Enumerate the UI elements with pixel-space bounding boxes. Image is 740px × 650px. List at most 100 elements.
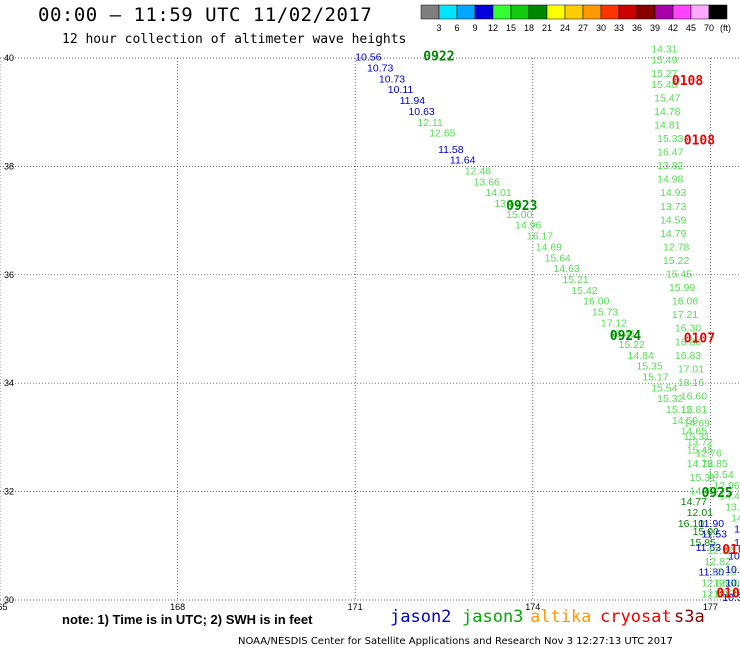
wave-height-point: 14.34 (731, 512, 740, 524)
pass-time-label: 0105 (716, 586, 740, 601)
wave-height-point: 15.31 (684, 431, 710, 443)
wave-height-point: 17.01 (678, 363, 704, 375)
wave-height-point: 11.6 (734, 523, 740, 535)
wave-height-point: 12.50 (713, 588, 739, 600)
pass-time-label: 0924 (610, 329, 641, 344)
wave-height-point: 12.52 (707, 545, 733, 557)
wave-height-point: 14.31 (651, 44, 677, 56)
footer-note: note: 1) Time is in UTC; 2) SWH is in fe… (62, 612, 313, 627)
wave-height-point: 12.39 (702, 588, 728, 600)
legend-s3a: s3a (674, 607, 705, 627)
wave-height-point: 13.72 (687, 437, 713, 449)
legend-cryosat: cryosat (600, 607, 672, 627)
pass-time-label: 0108 (672, 74, 703, 89)
legend-altika: altika (530, 607, 592, 627)
pass-time-label: 0925 (702, 486, 733, 501)
legend-bin-label: 18 (524, 23, 534, 33)
color-legend: 3 6 9 12 15 18 21 24 27 30 33 36 39 42 45 70 (ft) (420, 4, 731, 33)
wave-height-point: 12.60 (713, 577, 739, 589)
wave-height-point: 16.83 (675, 350, 701, 362)
pass-time-labels: 0922 0923 0924 0925 0108 0108 0107 0106 0105 (423, 50, 740, 602)
wave-height-point: 16.00 (583, 296, 609, 308)
wave-height-point: 13.54 (707, 469, 733, 481)
y-tick-label: 38 (4, 161, 14, 171)
wave-height-point: 10.30 (725, 564, 740, 576)
legend-swatch (600, 4, 620, 20)
wave-height-point: 14.93 (660, 187, 686, 199)
wave-height-point: 14.59 (672, 415, 698, 427)
wave-height-point: 15.81 (681, 404, 707, 416)
wave-height-point: 15.00 (693, 526, 719, 538)
wave-height-point: 10.76 (734, 537, 740, 549)
legend-jason2: jason2 (390, 607, 452, 627)
wave-height-point: 15.31 (690, 472, 716, 484)
legend-bin-label: 42 (668, 23, 678, 33)
x-tick-label: 165 (0, 602, 8, 612)
wave-height-point: 15.49 (651, 54, 677, 66)
wave-height-point: 15.73 (592, 306, 618, 318)
wave-height-point: 12.76 (696, 447, 722, 459)
wave-height-point: 15.42 (571, 285, 597, 297)
x-tick-label: 171 (348, 602, 363, 612)
wave-height-point: 14.78 (687, 458, 713, 470)
legend-bin-label: 3 (436, 23, 441, 33)
chart-grid (0, 57, 740, 601)
wave-height-point: 12.78 (663, 241, 689, 253)
legend-bin-label: 39 (650, 23, 660, 33)
wave-height-point: 14.96 (515, 220, 541, 232)
legend-bin-label: 9 (472, 23, 477, 33)
wave-height-point: 16.41 (610, 328, 636, 340)
wave-height-point: 15.45 (666, 269, 692, 281)
wave-height-point: 15.48 (651, 79, 677, 91)
pass-time-label: 0923 (506, 199, 537, 214)
legend-swatch (546, 4, 566, 20)
legend-bin-label: 36 (632, 23, 642, 33)
wave-height-point: 10.73 (367, 63, 393, 75)
wave-height-point: 17.12 (601, 317, 627, 329)
legend-swatch (690, 4, 710, 20)
legend-bin-label: 6 (454, 23, 459, 33)
legend-swatch (672, 4, 692, 20)
wave-height-point: 14.59 (660, 214, 686, 226)
pass-time-label: 0106 (722, 543, 740, 558)
legend-unit: (ft) (720, 23, 731, 33)
wave-height-point: 10.73 (379, 73, 405, 85)
legend-bin-label: 12 (488, 23, 498, 33)
wave-height-point: 14.81 (654, 119, 680, 131)
wave-height-point: 15.85 (690, 537, 716, 549)
wave-height-point: 12.13 (710, 567, 736, 579)
wave-height-point: 16.10 (678, 518, 704, 530)
legend-bin-label: 27 (578, 23, 588, 33)
wave-height-point: 15.99 (669, 282, 695, 294)
wave-height-point: 14.01 (485, 187, 511, 199)
wave-height-point: 15.17 (642, 371, 668, 383)
wave-height-points: 10.5610.7310.7310.1111.9410.6311.5811.64… (355, 44, 740, 605)
wave-height-point: 11.80 (699, 567, 725, 579)
legend-swatch (708, 4, 728, 20)
wave-height-point: 12.11 (417, 117, 443, 129)
wave-height-point: 13.66 (474, 176, 500, 188)
wave-height-point: 17.21 (672, 309, 698, 321)
legend-swatch (654, 4, 674, 20)
wave-height-point: 12.66 (702, 577, 728, 589)
wave-height-point: 15.22 (619, 339, 645, 351)
y-tick-label: 34 (4, 378, 14, 388)
legend-swatch (492, 4, 512, 20)
wave-height-point: 15.35 (636, 361, 662, 373)
x-tick-label: 177 (703, 602, 718, 612)
wave-height-point: 16.17 (527, 231, 553, 243)
wave-height-point: 18.16 (678, 377, 704, 389)
wave-height-point: 15.21 (562, 274, 588, 286)
wave-height-point: 13.82 (657, 160, 683, 172)
wave-height-point: 10.56 (355, 52, 381, 64)
legend-swatch (636, 4, 656, 20)
wave-height-point: 16.47 (657, 147, 683, 159)
wave-height-point: 14.69 (536, 241, 562, 253)
wave-height-point: 14.48 (690, 485, 716, 497)
wave-height-point: 12.01 (687, 507, 713, 519)
wave-height-point: 11.94 (400, 95, 426, 107)
legend-bin-label: 15 (506, 23, 516, 33)
pass-time-label: 0108 (684, 134, 715, 149)
legend-swatch (438, 4, 458, 20)
